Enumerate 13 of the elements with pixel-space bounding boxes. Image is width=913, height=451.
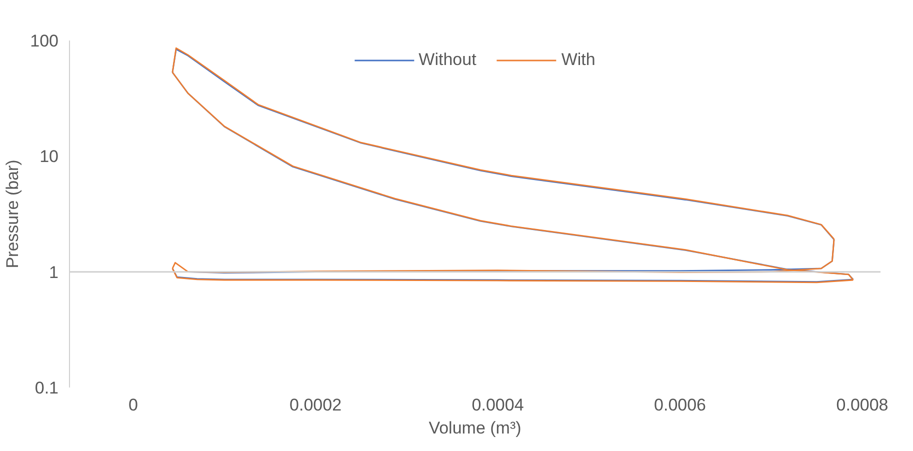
x-tick-label: 0.0004 <box>472 396 524 414</box>
y-tick-label: 1 <box>49 262 59 282</box>
y-tick-label: 100 <box>30 32 59 50</box>
x-tick-label: 0.0008 <box>836 396 888 414</box>
x-tick-label: 0 <box>128 396 138 414</box>
x-tick-label: 0.0002 <box>290 396 342 414</box>
y-tick-label: 10 <box>40 147 59 166</box>
y-tick-label: 0.1 <box>34 378 59 398</box>
legend-label: Without <box>418 50 476 70</box>
y-axis-title: Pressure (bar) <box>3 160 22 268</box>
x-tick-label: 0.0006 <box>654 396 706 414</box>
legend-label: With <box>561 50 596 70</box>
x-axis-title: Volume (m³) <box>428 418 522 438</box>
